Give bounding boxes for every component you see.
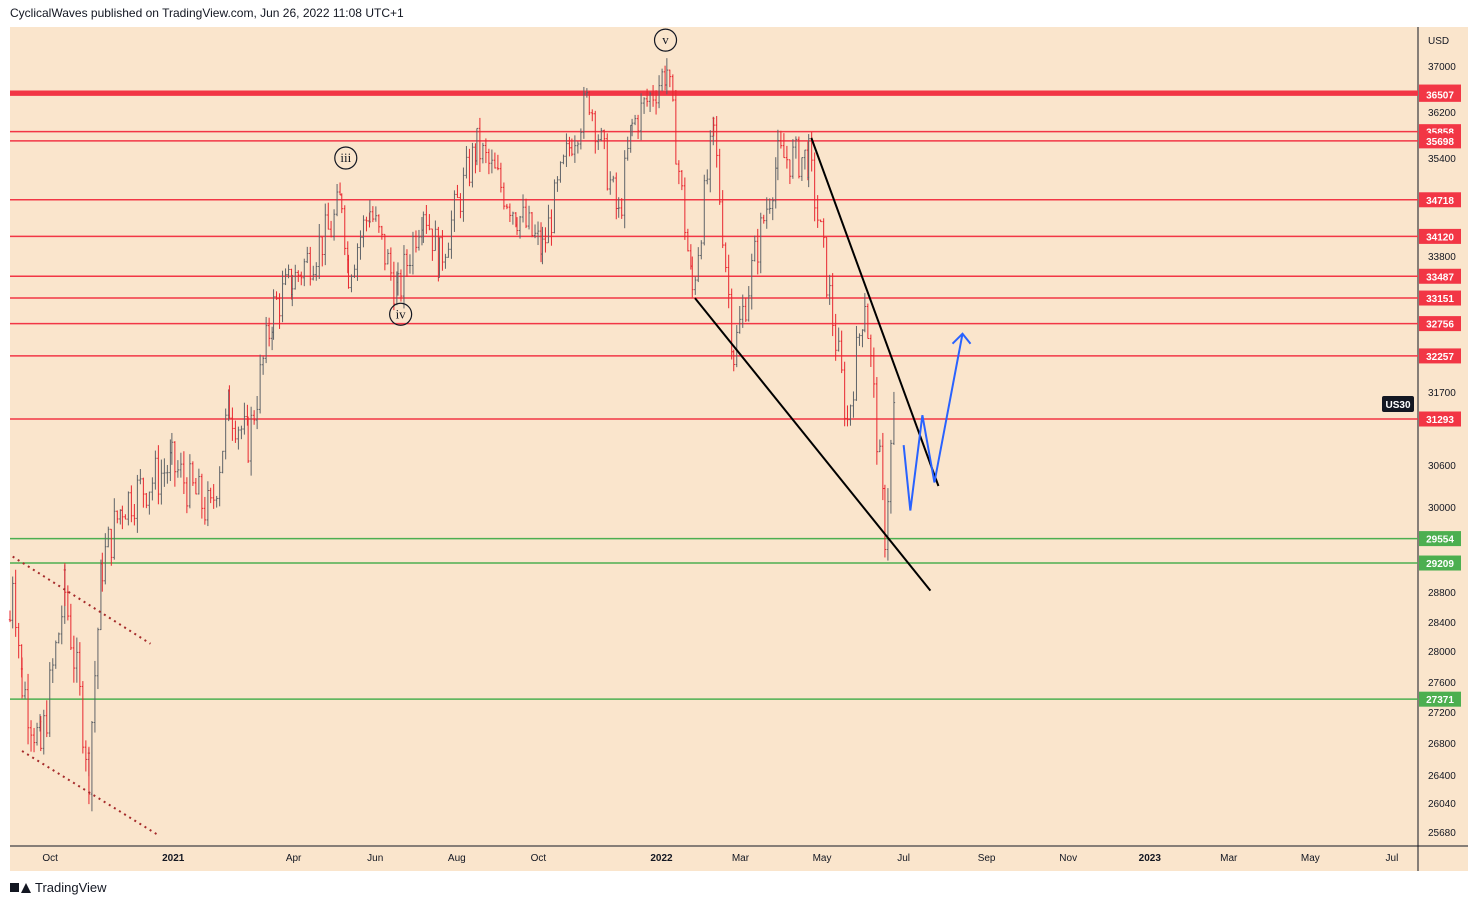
price-tick-label: 28800 bbox=[1428, 588, 1456, 599]
price-tick-label: 30600 bbox=[1428, 461, 1456, 472]
price-level-badge bbox=[1419, 555, 1461, 571]
wedge-trendline bbox=[810, 137, 940, 487]
time-tick-label: Oct bbox=[42, 853, 58, 864]
time-tick-label: 2021 bbox=[162, 853, 185, 864]
time-tick-label: 2023 bbox=[1139, 853, 1162, 864]
time-tick-label: Jul bbox=[897, 853, 910, 864]
price-level-badge-label: 31293 bbox=[1426, 415, 1454, 426]
time-tick-label: Mar bbox=[732, 853, 750, 864]
price-level-badge-label: 33151 bbox=[1426, 294, 1454, 305]
footer: TradingView bbox=[10, 880, 107, 895]
price-tick-label: 33800 bbox=[1428, 252, 1456, 263]
price-level-badge bbox=[1419, 316, 1461, 332]
price-level-badge-label: 32257 bbox=[1426, 352, 1454, 363]
price-level-badge bbox=[1419, 691, 1461, 707]
time-tick-label: Jul bbox=[1386, 853, 1399, 864]
price-level-badge bbox=[1419, 348, 1461, 364]
tradingview-logo-icon bbox=[10, 882, 31, 893]
time-tick-label: Jun bbox=[367, 853, 383, 864]
time-tick-label: Apr bbox=[286, 853, 302, 864]
price-tick-label: 27200 bbox=[1428, 708, 1456, 719]
time-tick-label: May bbox=[1301, 853, 1320, 864]
price-axis-background bbox=[1418, 27, 1468, 846]
time-tick-label: Aug bbox=[448, 853, 466, 864]
price-level-badge bbox=[1419, 411, 1461, 427]
wave-label-circle bbox=[334, 146, 358, 170]
price-tick-label: 26400 bbox=[1428, 771, 1456, 782]
price-tick-label: 28400 bbox=[1428, 618, 1456, 629]
price-tick-label: 26040 bbox=[1428, 799, 1456, 810]
wedge-trendline bbox=[694, 297, 932, 592]
currency-label: USD bbox=[1428, 36, 1449, 47]
price-tick-label: 25680 bbox=[1428, 828, 1456, 839]
price-tick-label: 36200 bbox=[1428, 108, 1456, 119]
dotted-channel-line bbox=[21, 750, 158, 836]
price-level-badge-label: 34120 bbox=[1426, 232, 1454, 243]
brand-label: TradingView bbox=[35, 880, 107, 895]
symbol-tag-label: US30 bbox=[1385, 400, 1410, 411]
wave-label-circle bbox=[389, 302, 413, 326]
wave-label: iv bbox=[396, 306, 407, 321]
price-level-badge-label: 36507 bbox=[1426, 90, 1454, 101]
price-level-badge bbox=[1419, 268, 1461, 284]
price-level-badge bbox=[1419, 86, 1461, 102]
price-tick-label: 27600 bbox=[1428, 678, 1456, 689]
time-tick-label: Nov bbox=[1059, 853, 1077, 864]
price-level-badge-label: 29209 bbox=[1426, 559, 1454, 570]
price-level-badge-label: 34718 bbox=[1426, 196, 1454, 207]
time-tick-label: Oct bbox=[531, 853, 547, 864]
price-level-badge-label: 33487 bbox=[1426, 272, 1454, 283]
price-level-badge bbox=[1419, 228, 1461, 244]
time-tick-label: Mar bbox=[1220, 853, 1238, 864]
wave-label: iii bbox=[340, 150, 351, 165]
time-tick-label: May bbox=[813, 853, 832, 864]
price-level-badge-label: 35858 bbox=[1426, 128, 1454, 139]
projection-arrowhead-icon bbox=[951, 332, 972, 345]
time-axis-background bbox=[10, 846, 1468, 871]
price-level-badge-label: 27371 bbox=[1426, 695, 1454, 706]
price-tick-label: 31700 bbox=[1428, 388, 1456, 399]
price-tick-label: 30000 bbox=[1428, 503, 1456, 514]
price-level-badge-label: 29554 bbox=[1426, 535, 1454, 546]
time-tick-label: 2022 bbox=[650, 853, 673, 864]
publisher-attribution: CyclicalWaves published on TradingView.c… bbox=[10, 6, 404, 20]
price-level-badge bbox=[1419, 133, 1461, 149]
wave-label-circle bbox=[653, 28, 678, 52]
plot-background bbox=[10, 27, 1418, 846]
price-tick-label: 35400 bbox=[1428, 154, 1456, 165]
projection-path bbox=[902, 333, 964, 511]
wave-label: v bbox=[662, 32, 669, 47]
symbol-tag bbox=[1382, 396, 1414, 412]
price-tick-label: 28000 bbox=[1428, 647, 1456, 658]
price-tick-label: 37000 bbox=[1428, 62, 1456, 73]
time-tick-label: Sep bbox=[978, 853, 996, 864]
price-level-badge-label: 35698 bbox=[1426, 137, 1454, 148]
price-level-badge bbox=[1419, 290, 1461, 306]
price-level-badge-label: 32756 bbox=[1426, 320, 1454, 331]
price-level-badge bbox=[1419, 192, 1461, 208]
price-tick-label: 26800 bbox=[1428, 739, 1456, 750]
price-level-badge bbox=[1419, 531, 1461, 547]
